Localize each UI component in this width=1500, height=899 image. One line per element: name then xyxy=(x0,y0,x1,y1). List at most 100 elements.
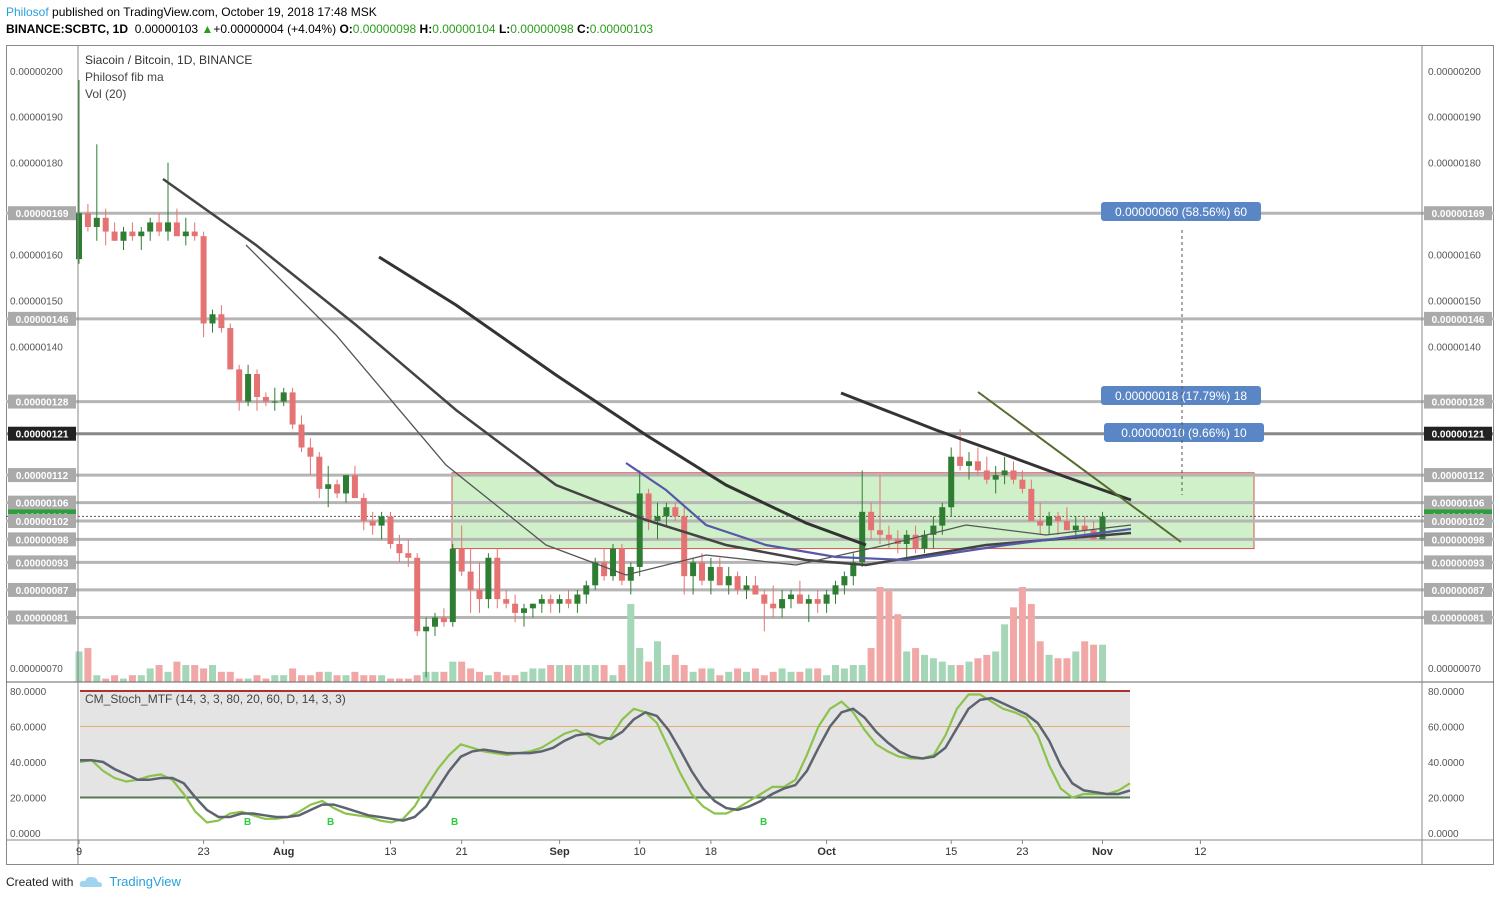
volume-bar xyxy=(956,665,964,682)
candle-body xyxy=(129,231,136,237)
level-label-left: 0.00000098 xyxy=(16,535,69,546)
candle-body xyxy=(636,493,643,567)
time-tick-label: 21 xyxy=(456,846,468,858)
candle-body xyxy=(877,530,883,535)
buy-signal-marker: B xyxy=(760,817,767,828)
candle-body xyxy=(618,548,625,581)
volume-bar xyxy=(378,675,386,682)
time-tick-label: Aug xyxy=(273,846,294,858)
volume-bar xyxy=(476,671,483,682)
level-label-left: 0.00000169 xyxy=(16,209,69,220)
candle-body xyxy=(449,548,456,623)
volume-bar xyxy=(164,671,172,682)
candle-body xyxy=(102,217,109,232)
volume-bar xyxy=(235,678,243,682)
indicator-fib-ma: Philosof fib ma xyxy=(85,70,164,84)
candle-body xyxy=(796,594,803,604)
candle-body xyxy=(280,392,287,402)
candle-body xyxy=(1028,488,1035,522)
volume-bar xyxy=(769,671,777,682)
stoch-k-line xyxy=(79,693,1131,824)
candle-body xyxy=(752,585,759,595)
candle-body xyxy=(343,475,349,494)
candle-body xyxy=(565,599,572,604)
volume-bar xyxy=(191,665,199,682)
volume-bar xyxy=(796,671,804,682)
candle-body xyxy=(725,576,732,586)
candle-body xyxy=(610,548,616,577)
level-label-right: 0.00000102 xyxy=(1432,517,1485,528)
price-tick-right: 0.00000200 xyxy=(1428,67,1481,78)
candle-body xyxy=(316,456,323,489)
candle-body xyxy=(859,511,866,563)
oscillator-title: CM_Stoch_MTF (14, 3, 3, 80, 20, 60, D, 1… xyxy=(85,692,346,706)
time-tick-label: 23 xyxy=(1016,846,1028,858)
volume-bar xyxy=(992,651,1000,682)
chart-area[interactable]: 0.00000060 (58.56%) 60 0.00000018 (17.79%… xyxy=(6,45,1494,865)
candle-body xyxy=(966,461,972,466)
candle-body xyxy=(396,543,403,554)
volume-bar xyxy=(760,675,768,682)
volume-bar xyxy=(716,675,724,682)
osc-tick-right: 40.0000 xyxy=(1428,758,1465,769)
volume-bar xyxy=(315,671,323,682)
candle-body xyxy=(200,236,207,324)
candle-body xyxy=(770,603,777,609)
volume-bar xyxy=(244,678,252,682)
volume-bar xyxy=(591,665,599,682)
level-label-right: 0.00000128 xyxy=(1432,398,1485,409)
price-tick-left: 0.00000200 xyxy=(10,67,63,78)
volume-bar xyxy=(903,651,911,682)
candle-body xyxy=(948,456,955,508)
candle-body xyxy=(236,369,243,402)
price-tick-left: 0.00000190 xyxy=(10,113,63,124)
author-link[interactable]: Philosof xyxy=(6,5,49,19)
candle-body xyxy=(334,484,341,494)
level-label-left-bg xyxy=(8,582,76,597)
volume-bar xyxy=(645,661,653,682)
volume-bar xyxy=(1001,624,1009,682)
open-value: 0.00000098 xyxy=(352,22,417,36)
level-label-left-bg xyxy=(8,495,76,510)
price-tick-left: 0.00000070 xyxy=(10,664,63,675)
measure-label-9pct-bg xyxy=(1104,423,1264,442)
candle-body xyxy=(414,557,421,632)
volume-bar xyxy=(289,668,297,682)
volume-bar xyxy=(565,665,572,682)
level-label-left-bg xyxy=(8,514,76,529)
level-label-right-bg xyxy=(1424,426,1492,441)
volume-bar xyxy=(912,648,920,682)
ma-long xyxy=(162,177,1132,567)
candle-body xyxy=(592,562,599,586)
volume-bar xyxy=(849,665,857,682)
volume-bar xyxy=(93,675,101,682)
candle-body xyxy=(556,599,563,604)
measure-label-17pct-bg xyxy=(1101,386,1261,405)
measure-label-9pct: 0.00000010 (9.66%) 10 xyxy=(1121,426,1247,440)
volume-bar xyxy=(137,675,145,682)
candle-body xyxy=(663,507,670,517)
candle-body xyxy=(271,401,278,403)
volume-bar xyxy=(395,678,403,682)
candle-body xyxy=(138,231,145,237)
candle-body xyxy=(868,511,875,531)
price-pane[interactable]: 0.00000060 (58.56%) 60 0.00000018 (17.79%… xyxy=(6,79,1494,682)
price-tick-left: 0.00000180 xyxy=(10,159,63,170)
time-tick-label: 9 xyxy=(76,846,82,858)
volume-bar xyxy=(449,661,457,682)
candle-body xyxy=(583,585,590,595)
volume-bar xyxy=(689,671,697,682)
volume-bar xyxy=(600,665,608,682)
volume-bar xyxy=(671,654,679,682)
tradingview-link[interactable]: TradingView xyxy=(109,874,181,889)
created-with-text: Created with xyxy=(6,874,74,889)
time-tick-label: 23 xyxy=(197,846,209,858)
candle-body xyxy=(1072,525,1079,531)
publish-text: published on TradingView.com, October 19… xyxy=(52,5,377,19)
volume-bar xyxy=(814,668,822,682)
time-tick-label: Nov xyxy=(1092,846,1114,858)
volume-bar xyxy=(805,668,813,682)
volume-bar xyxy=(84,648,92,682)
candle-body xyxy=(992,475,999,480)
